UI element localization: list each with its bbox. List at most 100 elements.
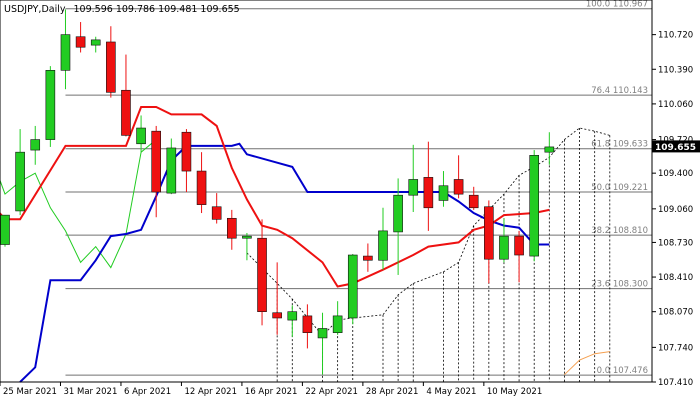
candle-body [378, 230, 388, 261]
bear-candle [272, 262, 282, 335]
bear-candle [484, 200, 494, 284]
bull-candle [287, 305, 298, 337]
bull-candle [242, 232, 252, 261]
future-span-line [564, 351, 610, 376]
bear-candle [257, 219, 267, 326]
candle-body [499, 235, 509, 260]
bear-candle [423, 141, 434, 231]
candle-body [45, 70, 56, 140]
bear-candle [121, 54, 131, 137]
candle-body [332, 315, 343, 333]
candle-body [90, 39, 101, 46]
candle-body [60, 34, 71, 71]
candle-body [30, 139, 41, 151]
bull-candle [317, 312, 328, 375]
bull-candle [408, 144, 419, 212]
bull-candle [347, 253, 358, 325]
y-axis-label: 109.060 [658, 205, 693, 215]
candle-body [287, 311, 298, 321]
candle-body [423, 177, 434, 209]
y-axis-label: 110.060 [658, 100, 693, 110]
x-axis-label: 12 Apr 2021 [184, 387, 237, 397]
last-price-label: 109.655 [655, 143, 696, 153]
candle-body [151, 130, 161, 193]
symbol-timeframe: USDJPY,Daily [4, 4, 66, 15]
candle-body [484, 206, 494, 260]
bear-candle [196, 152, 207, 214]
x-axis-label: 4 May 2021 [426, 387, 476, 397]
plot-frame [0, 0, 653, 383]
bear-candle [151, 125, 161, 218]
y-axis-label: 108.410 [658, 273, 693, 283]
candle-body [408, 179, 419, 196]
bull-candle [15, 129, 25, 216]
fibo-level-label: 38.2 108.810 [591, 226, 648, 236]
cloud-edge-line [246, 127, 610, 337]
candle-body [544, 146, 555, 153]
bull-candle [393, 178, 403, 275]
bull-candle [438, 171, 449, 207]
x-axis-label: 6 Apr 2021 [124, 387, 171, 397]
bear-candle [211, 193, 222, 224]
candle-body [196, 170, 207, 205]
y-axis-label: 110.390 [658, 65, 693, 75]
candle-body [514, 235, 524, 256]
ohlc-values: 109.596 109.786 109.481 109.655 [74, 4, 240, 15]
fibo-level-label: 61.8 109.633 [591, 140, 648, 150]
candle-body [347, 254, 358, 319]
candle-body [438, 185, 449, 201]
bull-candle [90, 36, 101, 53]
candle-body [15, 151, 25, 212]
x-axis-label: 25 Mar 2021 [3, 387, 57, 397]
y-axis-label: 107.410 [658, 378, 693, 388]
candle-body [0, 214, 10, 245]
candle-body [317, 328, 328, 339]
bull-candle [529, 150, 540, 262]
candle-body [272, 312, 282, 319]
candle-body [393, 194, 403, 233]
bull-candle [544, 132, 555, 165]
fibo-level-label: 0.0 107.476 [597, 366, 648, 376]
x-axis-label: 22 Apr 2021 [305, 387, 358, 397]
candle-body [363, 255, 373, 261]
bull-candle [136, 115, 146, 153]
bear-candle [106, 26, 116, 98]
bull-candle [166, 138, 177, 195]
candle-body [257, 237, 267, 312]
y-axis-label: 108.070 [658, 308, 693, 318]
bear-candle [468, 186, 479, 210]
bear-candle [453, 155, 464, 199]
bear-candle [227, 209, 237, 250]
y-axis-label: 109.400 [658, 169, 693, 179]
candle-body [106, 41, 116, 93]
bull-candle [0, 214, 10, 247]
bear-candle [302, 304, 313, 349]
fibo-level-label: 23.6 108.300 [591, 280, 648, 290]
x-axis-label: 10 May 2021 [487, 387, 542, 397]
bear-candle [181, 129, 192, 193]
chart-header: USDJPY,Daily 109.596 109.786 109.481 109… [4, 4, 240, 15]
x-axis-label: 16 Apr 2021 [245, 387, 298, 397]
bull-candle [45, 66, 56, 147]
y-axis-label: 110.720 [658, 31, 693, 41]
candle-body [75, 36, 86, 48]
candle-body [529, 155, 540, 257]
bear-candle [363, 243, 373, 272]
candle-body [181, 131, 192, 172]
kijun-line [0, 106, 550, 288]
bull-candle [499, 218, 509, 263]
tenkan-line [19, 142, 550, 383]
candle-body [121, 89, 131, 136]
x-axis-label: 28 Apr 2021 [366, 387, 419, 397]
last-price-tag [652, 140, 700, 153]
candle-body [468, 194, 479, 209]
fibo-level-label: 100.0 110.967 [586, 0, 648, 10]
y-axis-label: 108.730 [658, 238, 693, 248]
candle-body [211, 206, 222, 220]
candle-body [453, 179, 464, 195]
candle-body [136, 127, 146, 145]
y-axis-label: 107.740 [658, 343, 693, 353]
